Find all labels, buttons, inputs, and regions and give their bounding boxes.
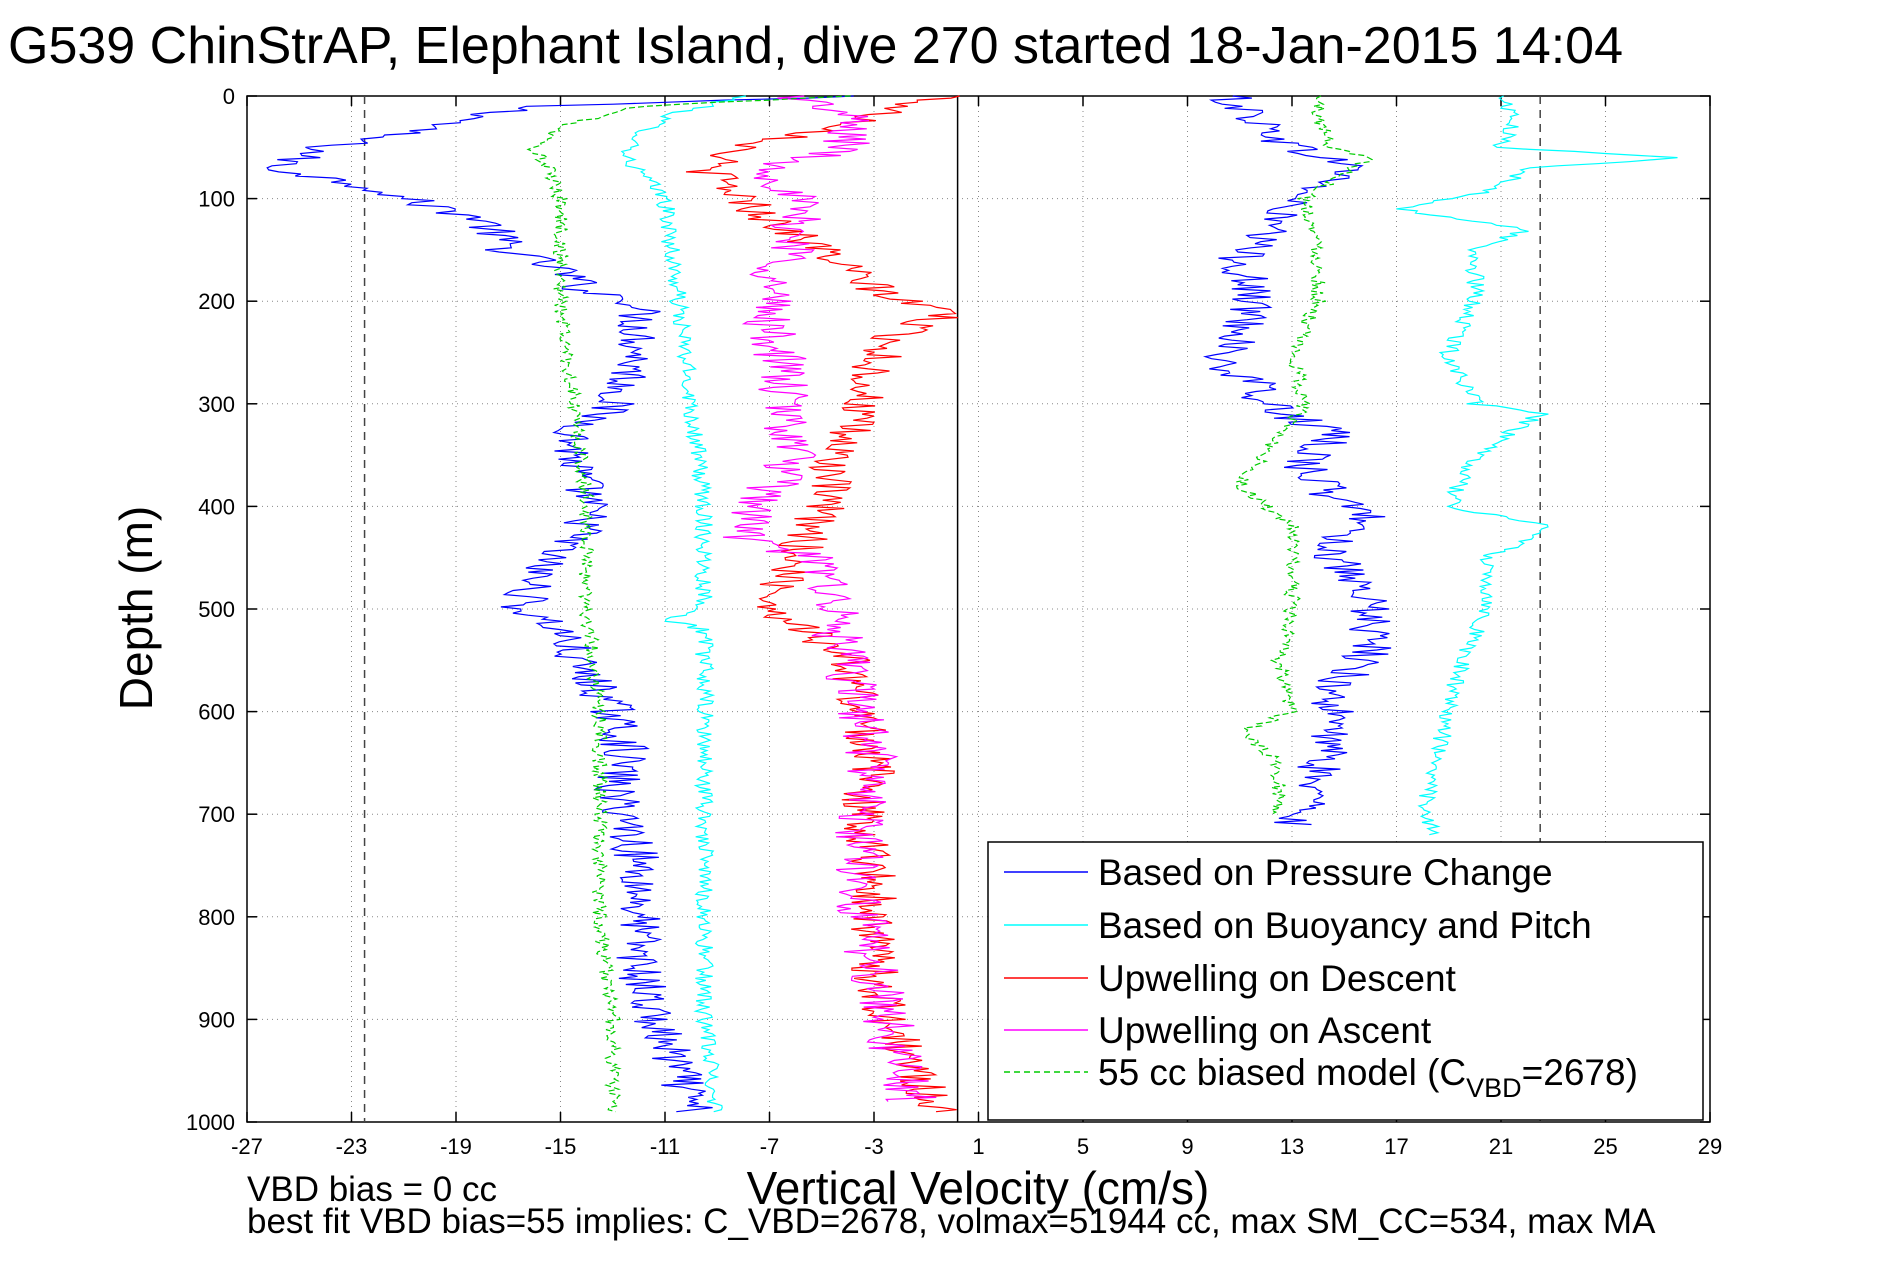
y-axis-label: Depth (m) (110, 506, 162, 710)
y-tick-label: 400 (198, 494, 235, 519)
y-tick-label: 200 (198, 289, 235, 314)
footer-vbd-bias: VBD bias = 0 cc (247, 1170, 497, 1209)
series-line-1 (620, 95, 746, 1113)
x-tick-label: -27 (231, 1134, 263, 1159)
x-tick-label: 25 (1593, 1134, 1617, 1159)
y-tick-label: 600 (198, 700, 235, 725)
series-line-0 (266, 95, 854, 1113)
series-line-4 (526, 95, 851, 1113)
y-tick-label: 500 (198, 597, 235, 622)
x-tick-label: 29 (1698, 1134, 1722, 1159)
legend-label: Upwelling on Descent (1098, 958, 1457, 999)
y-tick-label: 300 (198, 392, 235, 417)
x-axis-label: Vertical Velocity (cm/s) (747, 1162, 1210, 1214)
y-tick-label: 1000 (186, 1110, 235, 1135)
x-tick-label: -7 (760, 1134, 780, 1159)
legend-box (987, 841, 1704, 1121)
series-line-3 (722, 95, 937, 1102)
y-tick-label: 800 (198, 905, 235, 930)
chart-title: G539 ChinStrAP, Elephant Island, dive 27… (8, 17, 1623, 75)
series-line-4 (1235, 95, 1374, 815)
series-line-2 (685, 95, 960, 1113)
x-tick-label: -3 (864, 1134, 884, 1159)
x-tick-label: 5 (1077, 1134, 1089, 1159)
axes: -27 -23 -19 -15 -11 -7 -3 1 5 9 13 17 21 25 29 0 100 200 3… (186, 84, 1722, 1159)
x-tick-label: -15 (545, 1134, 577, 1159)
footer-best-fit: best fit VBD bias=55 implies: C_VBD=2678… (247, 1202, 1656, 1241)
x-tick-label: -23 (336, 1134, 368, 1159)
data-series (266, 95, 1678, 1122)
x-tick-label: -11 (650, 1134, 680, 1159)
y-tick-label: 700 (198, 802, 235, 827)
x-tick-label: 13 (1280, 1134, 1304, 1159)
legend-label: 55 cc biased model (CVBD=2678) (1098, 1052, 1638, 1103)
series-line-1 (1396, 95, 1678, 836)
y-tick-label: 0 (223, 84, 235, 109)
series-line-0 (1202, 95, 1392, 826)
x-tick-label: 21 (1489, 1134, 1513, 1159)
x-tick-label: -19 (440, 1134, 472, 1159)
x-tick-label: 17 (1384, 1134, 1408, 1159)
x-tick-label: 1 (972, 1134, 984, 1159)
x-tick-label: 9 (1181, 1134, 1193, 1159)
legend-label: Based on Pressure Change (1098, 852, 1553, 893)
legend-label: Based on Buoyancy and Pitch (1098, 905, 1592, 946)
legend-label: Upwelling on Ascent (1098, 1010, 1432, 1051)
y-tick-label: 900 (198, 1007, 235, 1032)
y-tick-label: 100 (198, 187, 235, 212)
legend: Based on Pressure Change Based on Buoyanc… (987, 841, 1704, 1121)
